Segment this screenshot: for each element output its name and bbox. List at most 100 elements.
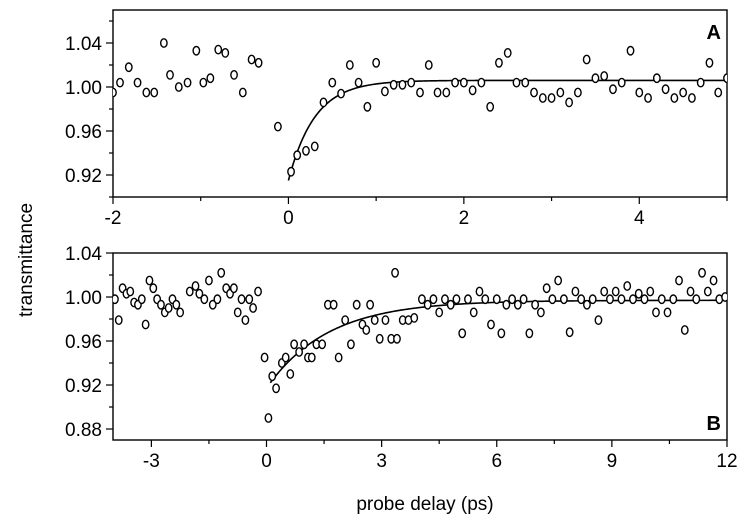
data-point (260, 352, 269, 363)
data-point (300, 339, 309, 350)
data-point (341, 315, 350, 325)
data-point (644, 93, 652, 103)
data-point (634, 288, 643, 299)
y-axis-title: transmittance (16, 203, 37, 317)
data-point (159, 38, 168, 48)
data-point (191, 281, 200, 291)
plot-frame (112, 9, 728, 198)
data-point (237, 294, 246, 305)
y-tick-label: 0.96 (65, 122, 102, 143)
y-tick-label: 1.04 (65, 244, 102, 265)
data-point (290, 339, 299, 350)
data-point (721, 292, 727, 302)
data-point (247, 54, 256, 65)
data-point (686, 286, 695, 297)
data-point (150, 87, 159, 98)
data-point (495, 57, 503, 68)
data-point (646, 286, 655, 297)
data-point (174, 82, 183, 92)
data-point (229, 283, 238, 294)
data-point (172, 299, 181, 310)
data-point (113, 294, 119, 305)
y-tick-label: 0.88 (65, 420, 102, 441)
data-point (475, 286, 484, 297)
fit-curve (287, 79, 727, 181)
data-layer (113, 267, 727, 423)
data-point (293, 150, 302, 161)
y-tick-label: 1.00 (65, 288, 102, 309)
data-point (688, 93, 696, 103)
data-point (195, 288, 204, 299)
data-point (233, 307, 242, 318)
data-point (442, 87, 451, 98)
data-point (635, 87, 644, 98)
data-point (352, 299, 361, 310)
data-point (185, 286, 194, 297)
data-point (206, 73, 215, 84)
data-point (124, 62, 133, 73)
data-point (176, 307, 185, 318)
data-point (217, 267, 226, 278)
data-point (329, 299, 338, 310)
data-point (441, 294, 449, 305)
data-point (281, 352, 290, 363)
data-point (274, 121, 282, 132)
data-point (588, 294, 597, 305)
data-point (481, 294, 490, 305)
data-point (571, 286, 580, 297)
data-point (536, 307, 545, 318)
data-point (459, 77, 468, 88)
data-point (629, 294, 637, 305)
data-point (424, 60, 433, 70)
data-point (675, 275, 683, 286)
data-point (513, 299, 522, 310)
y-tick-label: 1.04 (65, 34, 102, 55)
data-point (600, 71, 609, 81)
data-point (477, 77, 486, 88)
data-point (423, 299, 432, 310)
data-point (652, 73, 661, 84)
data-point (164, 303, 173, 313)
data-point (663, 307, 672, 318)
data-point (698, 267, 706, 278)
data-point (468, 85, 477, 96)
data-point (606, 294, 614, 305)
data-point (640, 294, 649, 305)
x-tick-label: 3 (376, 451, 387, 472)
data-point (238, 87, 247, 98)
data-point (141, 319, 150, 330)
data-point (145, 275, 154, 286)
data-point (272, 383, 280, 394)
data-point (214, 44, 223, 55)
data-point (254, 286, 262, 297)
data-point (199, 77, 208, 88)
panel-a: -2 0 2 4 0.92 0.96 1.00 1.04 A (65, 9, 728, 229)
data-point (254, 57, 263, 68)
data-point (703, 286, 712, 297)
data-point (200, 294, 209, 305)
data-point (446, 299, 455, 310)
data-point (486, 101, 495, 112)
data-point (433, 87, 442, 98)
data-point (268, 371, 277, 382)
x-tick-label: 12 (716, 451, 737, 472)
data-point (183, 77, 192, 88)
data-point (372, 57, 381, 68)
data-point (617, 77, 626, 88)
data-point (487, 319, 495, 330)
data-point (416, 87, 424, 98)
data-point (623, 281, 632, 291)
data-point (370, 315, 379, 325)
data-point (583, 299, 591, 310)
data-point (502, 299, 511, 310)
data-point (452, 294, 461, 305)
data-point (577, 294, 586, 305)
y-tick-label: 1.00 (65, 78, 102, 99)
y-tick-label: 0.92 (65, 376, 102, 397)
x-axis-title: probe delay (ps) (356, 494, 493, 515)
data-point (723, 73, 727, 84)
data-point (565, 97, 574, 108)
data-point (531, 299, 540, 310)
data-point (714, 87, 723, 98)
